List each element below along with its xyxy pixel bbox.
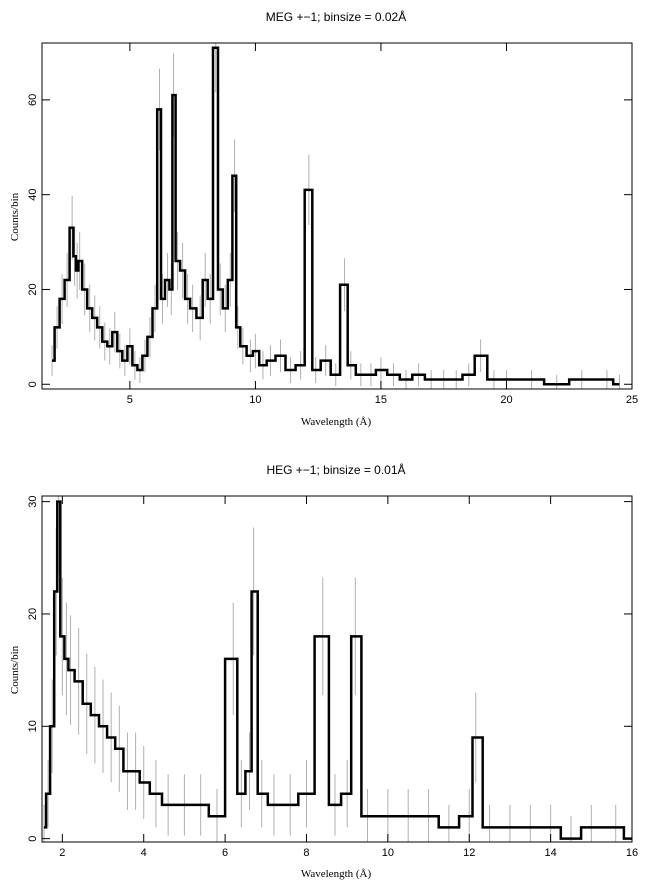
meg-y-tick-label: 20 — [27, 283, 39, 295]
meg-x-axis-label: Wavelength (Å) — [301, 416, 372, 428]
heg-y-axis-label: Counts/bin — [9, 645, 21, 694]
heg-x-tick-label: 6 — [222, 847, 228, 859]
heg-y-tick-label: 30 — [27, 495, 39, 507]
heg-x-tick-label: 14 — [544, 847, 556, 859]
meg-panel: MEG +−1; binsize = 0.02Å Wavelength (Å) … — [9, 9, 638, 428]
meg-error-bars — [51, 43, 620, 389]
heg-plot-frame — [41, 495, 633, 843]
meg-x-tick-label: 25 — [626, 394, 638, 406]
heg-x-tick-label: 10 — [382, 847, 394, 859]
heg-panel: HEG +−1; binsize = 0.01Å Wavelength (Å) … — [9, 462, 638, 880]
heg-chart-title: HEG +−1; binsize = 0.01Å — [266, 462, 405, 477]
meg-x-tick-label: 10 — [249, 394, 261, 406]
heg-x-tick-label: 2 — [59, 847, 65, 859]
heg-y-tick-label: 0 — [27, 836, 39, 842]
meg-x-tick-label: 5 — [127, 394, 133, 406]
meg-y-axis-label: Counts/bin — [9, 192, 21, 241]
heg-x-tick-label: 4 — [141, 847, 147, 859]
heg-y-tick-label: 10 — [27, 720, 39, 732]
heg-y-tick-label: 20 — [27, 608, 39, 620]
heg-spectrum-line — [44, 500, 632, 840]
meg-spectrum-line — [52, 46, 620, 386]
heg-x-tick-label: 16 — [626, 847, 638, 859]
meg-x-tick-label: 20 — [500, 394, 512, 406]
meg-y-tick-label: 60 — [27, 94, 39, 106]
heg-x-tick-label: 12 — [463, 847, 475, 859]
meg-y-tick-label: 40 — [27, 189, 39, 201]
meg-y-tick-label: 0 — [27, 381, 39, 387]
meg-chart-title: MEG +−1; binsize = 0.02Å — [266, 9, 406, 24]
heg-error-bars — [43, 496, 633, 842]
heg-x-axis-label: Wavelength (Å) — [301, 868, 372, 880]
meg-x-tick-label: 15 — [375, 394, 387, 406]
meg-plot-frame — [41, 42, 633, 390]
heg-x-tick-label: 8 — [303, 847, 309, 859]
